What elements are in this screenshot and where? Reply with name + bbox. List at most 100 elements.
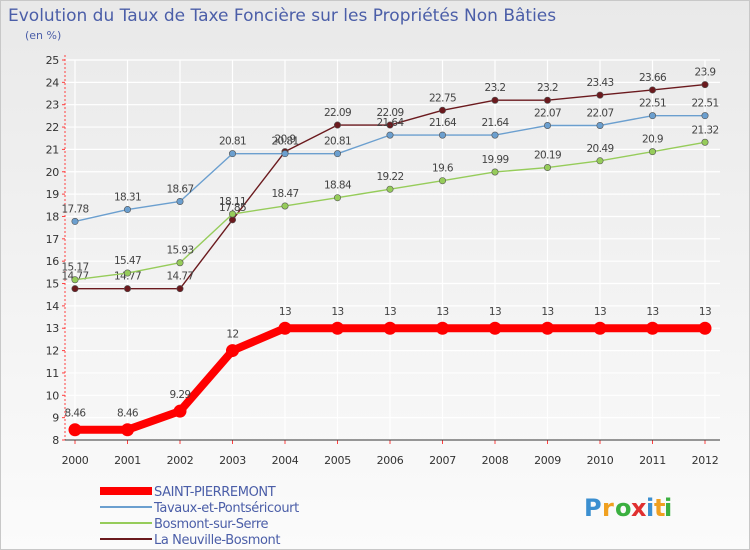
- series-tavaux-et-ponts-ricourt: 17.78 18.31 18.67 20.81 20.81 20.81 21.64 21.64…: [61, 98, 719, 225]
- logo-letter: i: [664, 494, 673, 522]
- data-point: [701, 138, 709, 146]
- y-tick-label: 20: [46, 166, 60, 179]
- data-label: 13: [489, 306, 501, 318]
- y-tick-label: 17: [46, 233, 60, 246]
- data-point: [124, 206, 132, 214]
- data-label: 23.2: [485, 82, 506, 94]
- data-label: 22.07: [534, 107, 561, 119]
- data-point: [333, 121, 341, 129]
- data-label: 23.9: [695, 67, 716, 79]
- data-label: 13: [436, 306, 448, 318]
- data-point: [278, 321, 292, 335]
- data-point: [386, 185, 394, 193]
- data-label: 20.9: [642, 134, 663, 146]
- data-point: [229, 210, 237, 218]
- data-point: [68, 423, 82, 437]
- data-point: [438, 131, 446, 139]
- data-point: [386, 121, 394, 129]
- data-point: [71, 217, 79, 225]
- data-point: [176, 259, 184, 267]
- data-point: [226, 344, 239, 358]
- data-point: [488, 321, 502, 335]
- data-point: [71, 276, 79, 284]
- data-point: [281, 150, 289, 158]
- y-tick-label: 23: [46, 99, 60, 112]
- x-tick-label: 2008: [482, 454, 509, 467]
- data-label: 18.11: [219, 196, 246, 208]
- logo-letter: i: [646, 494, 655, 522]
- y-tick-label: 24: [46, 76, 60, 89]
- data-label: 21.64: [481, 117, 509, 129]
- legend-label: Tavaux-et-Pontséricourt: [153, 501, 299, 516]
- series-group: 14.7714.7714.7717.8520.922.0922.0922.752…: [61, 67, 719, 437]
- data-point: [541, 321, 554, 335]
- x-tick-label: 2007: [429, 454, 456, 467]
- data-point: [648, 112, 656, 120]
- y-tick-label: 13: [46, 322, 60, 335]
- data-label: 20.49: [586, 143, 613, 155]
- data-label: 20.9: [275, 134, 296, 146]
- data-point: [646, 321, 659, 335]
- y-tick-label: 22: [46, 121, 59, 134]
- data-point: [543, 96, 551, 104]
- data-label: 13: [331, 306, 343, 318]
- data-label: 15.17: [61, 262, 88, 274]
- data-point: [491, 168, 499, 176]
- series-bosmont-sur-serre: 15.17 15.47 15.93 18.11 18.47 18.84 19.22 19.6 1…: [61, 124, 719, 284]
- chart-title: Evolution du Taux de Taxe Foncière sur l…: [8, 6, 556, 26]
- x-tick-label: 2010: [587, 454, 614, 467]
- data-point: [648, 148, 656, 156]
- x-tick-label: 2006: [377, 454, 404, 467]
- data-label: 19.6: [432, 163, 454, 175]
- data-point: [701, 112, 709, 120]
- data-point: [229, 216, 237, 224]
- data-label: 19.22: [376, 171, 403, 183]
- data-label: 18.31: [114, 192, 141, 204]
- data-point: [491, 131, 499, 139]
- data-label: 22.51: [691, 98, 718, 110]
- data-label: 22.09: [324, 107, 351, 119]
- y-tick-label: 9: [52, 412, 59, 425]
- data-label: 22.09: [376, 107, 403, 119]
- x-tick-label: 2005: [324, 454, 351, 467]
- data-point: [333, 150, 341, 158]
- data-label: 21.64: [376, 117, 404, 129]
- y-tick-label: 25: [46, 54, 60, 67]
- data-point: [593, 321, 607, 335]
- data-label: 19.99: [481, 154, 508, 166]
- y-tick-label: 14: [46, 300, 60, 313]
- data-label: 21.32: [691, 124, 718, 136]
- logo-letter: t: [654, 494, 666, 522]
- logo-letter: r: [602, 494, 615, 522]
- data-point: [386, 131, 394, 139]
- y-tick-label: 19: [46, 188, 60, 201]
- y-tick-label: 10: [46, 389, 60, 402]
- data-label: 18.67: [166, 183, 193, 195]
- axes: 8 9 10 11 12 13 14 15 16 17 18 19 20 21 22 23 24 25 2000 20…: [46, 54, 720, 467]
- legend-label: Bosmont-sur-Serre: [154, 517, 269, 532]
- x-tick-label: 2003: [219, 454, 246, 467]
- data-point: [438, 177, 446, 185]
- data-point: [331, 321, 344, 335]
- y-tick-label: 8: [52, 434, 59, 447]
- data-label: 13: [594, 306, 606, 318]
- data-label: 8.46: [117, 408, 139, 420]
- data-point: [701, 81, 709, 89]
- data-label: 13: [541, 306, 553, 318]
- data-label: 20.81: [219, 136, 246, 148]
- y-tick-label: 12: [46, 345, 59, 358]
- data-label: 23.66: [639, 72, 667, 84]
- data-point: [124, 269, 132, 277]
- x-tick-label: 2002: [167, 454, 194, 467]
- x-tick-label: 2000: [62, 454, 89, 467]
- data-point: [383, 321, 397, 335]
- data-point: [176, 285, 184, 293]
- data-label: 15.93: [166, 245, 193, 257]
- data-point: [436, 321, 449, 335]
- x-tick-label: 2012: [692, 454, 719, 467]
- data-point: [173, 404, 187, 418]
- data-point: [596, 91, 604, 99]
- data-point: [281, 202, 289, 210]
